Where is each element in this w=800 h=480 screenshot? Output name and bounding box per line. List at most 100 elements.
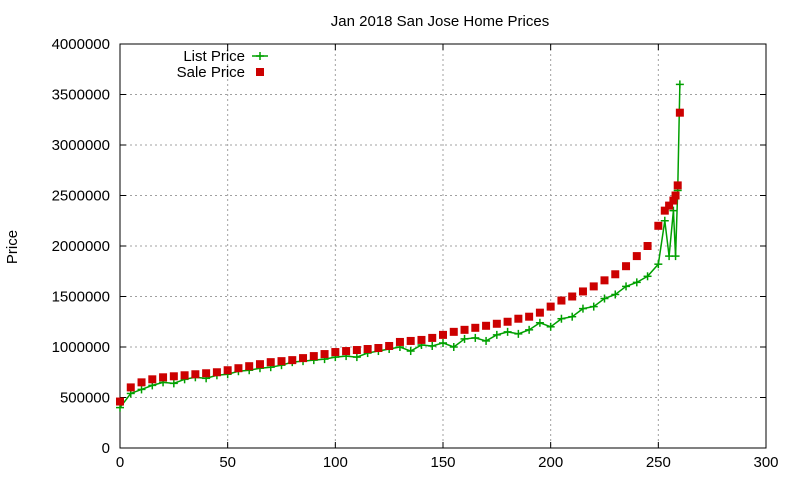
x-tick-label: 100 — [323, 454, 348, 471]
sale-price-point — [660, 206, 669, 215]
list-price-point — [449, 343, 458, 351]
list-price-point — [503, 327, 512, 336]
y-tick-label: 2000000 — [52, 238, 110, 255]
list-price-point — [471, 333, 480, 342]
y-tick-label: 3000000 — [52, 137, 110, 154]
list-price-point — [671, 252, 680, 261]
sale-price-point — [568, 292, 577, 301]
sale-price-point — [671, 191, 680, 200]
chart-title: Jan 2018 San Jose Home Prices — [331, 13, 549, 30]
sale-price-point — [116, 397, 124, 406]
sale-price-point — [255, 360, 264, 369]
list-price-point — [406, 347, 415, 356]
list-price-point — [439, 338, 447, 347]
sale-price-point — [180, 371, 189, 380]
sale-price-point — [557, 296, 566, 305]
list-price-point — [578, 304, 587, 313]
list-price-point — [589, 302, 598, 311]
list-price-point — [514, 329, 523, 338]
sale-price-point — [202, 369, 211, 378]
sale-price-point — [395, 337, 404, 346]
list-price-point — [600, 294, 609, 303]
list-price-point — [675, 80, 684, 89]
list-price-point — [428, 341, 437, 350]
x-tick-label: 300 — [753, 454, 778, 471]
x-tick-label: 0 — [116, 454, 124, 471]
sale-price-point — [363, 345, 372, 354]
list-price-point — [643, 272, 652, 281]
y-tick-label: 500000 — [60, 390, 110, 407]
list-price-point — [546, 322, 555, 331]
sale-price-point — [169, 372, 178, 381]
sale-price-point — [589, 282, 598, 291]
sale-price-point — [600, 276, 609, 285]
sale-price-point — [654, 221, 663, 230]
sale-price-point — [126, 383, 135, 392]
y-tick-label: 4000000 — [52, 36, 110, 53]
sale-price-point — [449, 327, 458, 336]
y-tick-label: 2500000 — [52, 188, 110, 205]
list-price-point — [460, 334, 469, 343]
legend-marker — [256, 68, 264, 76]
y-axis-label: Price — [4, 230, 21, 264]
sale-price-point — [374, 344, 383, 353]
legend-label: List Price — [183, 48, 245, 65]
sale-price-point — [342, 347, 351, 356]
sale-price-point — [611, 270, 620, 279]
legend-label: Sale Price — [177, 64, 245, 81]
sale-price-point — [622, 262, 631, 271]
series-layer — [116, 80, 684, 412]
sale-price-point — [277, 357, 286, 366]
sale-price-point — [632, 252, 641, 261]
list-price-point — [654, 260, 663, 269]
sale-price-point — [665, 201, 674, 210]
sale-price-point — [212, 368, 221, 377]
sale-price-point — [148, 375, 157, 384]
sale-price-point — [675, 108, 684, 117]
sale-price-point — [492, 319, 501, 328]
sale-price-point — [417, 335, 426, 344]
sale-price-point — [352, 346, 361, 355]
list-price-point — [352, 353, 361, 362]
list-price-point — [535, 318, 544, 327]
x-tick-label: 250 — [646, 454, 671, 471]
sale-price-point — [159, 373, 168, 382]
list-price-point — [557, 314, 566, 323]
sale-price-point — [223, 366, 232, 375]
list-price-point — [169, 379, 178, 388]
sale-price-point — [428, 333, 437, 342]
list-price-point — [669, 206, 678, 215]
sale-price-point — [320, 350, 329, 359]
sale-price-point — [471, 323, 480, 332]
sale-price-point — [406, 336, 415, 345]
x-tick-label: 150 — [430, 454, 455, 471]
list-price-point — [568, 312, 577, 321]
list-price-point — [611, 290, 620, 299]
y-tick-label: 0 — [102, 440, 110, 457]
sale-price-point — [299, 354, 308, 363]
sale-price-point — [309, 352, 318, 361]
sale-price-point — [503, 317, 512, 326]
sale-price-point — [578, 287, 587, 296]
sale-price-point — [385, 341, 394, 350]
sale-price-point — [288, 356, 297, 365]
list-price-point — [137, 385, 146, 394]
axis-layer: 0 500000 1000000 1500000 2000000 2500000 30000… — [52, 36, 779, 471]
sale-price-point — [535, 308, 544, 317]
x-tick-label: 50 — [219, 454, 236, 471]
list-price-point — [492, 330, 501, 339]
sale-price-point — [643, 242, 652, 250]
y-tick-label: 1500000 — [52, 289, 110, 306]
x-tick-label: 200 — [538, 454, 563, 471]
legend-marker — [256, 52, 264, 60]
sale-price-point — [546, 302, 555, 311]
sale-price-point — [669, 196, 678, 205]
sale-price-point — [137, 378, 146, 387]
sale-price-point — [266, 358, 275, 367]
sale-price-point — [439, 330, 447, 339]
sale-price-point — [245, 362, 254, 371]
sale-price-point — [482, 321, 491, 330]
sale-price-point — [673, 181, 682, 190]
list-price-point — [632, 278, 641, 287]
